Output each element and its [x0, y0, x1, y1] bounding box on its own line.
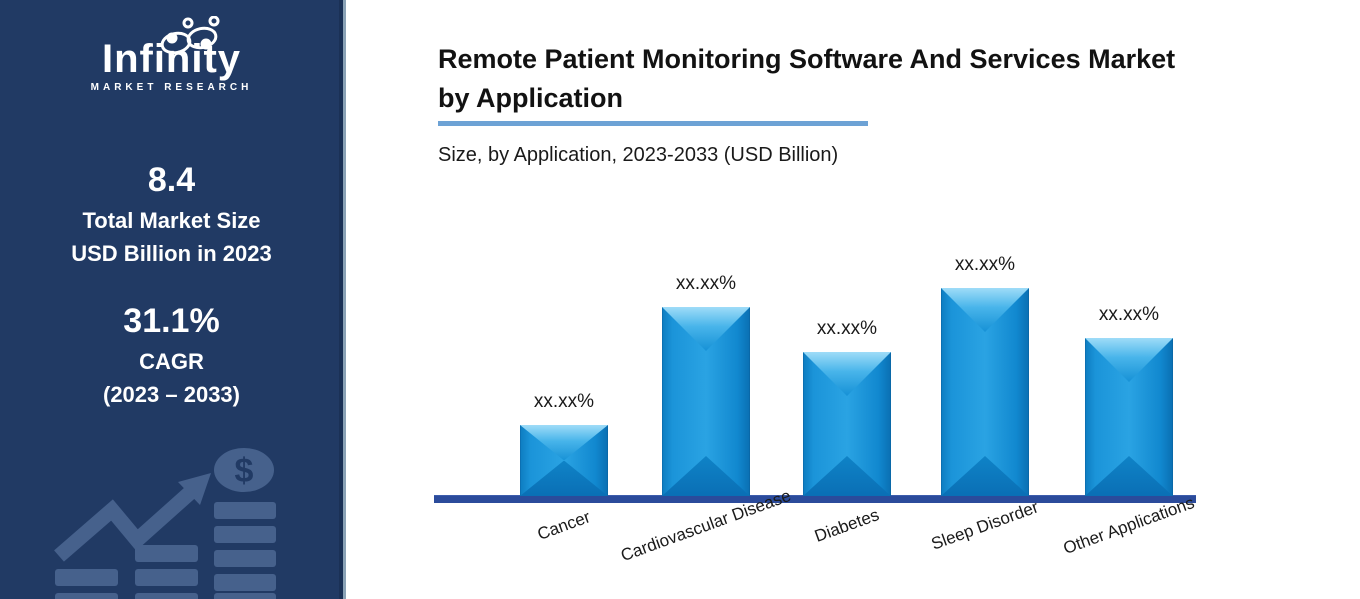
market-size-caption-line2: USD Billion in 2023 — [71, 241, 272, 266]
category-label: Diabetes — [812, 505, 882, 546]
bar-bevel-bottom — [520, 460, 608, 496]
bar-bevel-top — [520, 425, 608, 461]
market-size-caption-line1: Total Market Size — [82, 208, 261, 233]
chart-title-line1: Remote Patient Monitoring Software And S… — [438, 44, 1176, 74]
bar-value-label: xx.xx% — [954, 254, 1016, 275]
category-label: Cancer — [534, 507, 593, 544]
chart-title: Remote Patient Monitoring Software And S… — [438, 40, 1308, 118]
bar-value-label: xx.xx% — [816, 318, 878, 339]
logo-wordmark: Infinity — [101, 37, 242, 81]
bar-bevel-bottom — [941, 456, 1029, 496]
bar-bevel-top — [662, 307, 750, 351]
bar — [520, 425, 608, 496]
bar-value-label: xx.xx% — [533, 391, 595, 412]
cagr-caption: CAGR — [139, 349, 204, 374]
dollar-sign-icon: $ — [235, 452, 254, 490]
bar-value-label: xx.xx% — [675, 273, 737, 294]
plot-area: xx.xx% Cancer xx.xx% Cardiovascular Disease… — [434, 254, 1197, 565]
bar — [1085, 338, 1173, 496]
bar — [803, 352, 891, 496]
infinity-logo-icon — [160, 16, 220, 55]
bar-bevel-bottom — [803, 456, 891, 496]
chart-subtitle: Size, by Application, 2023-2033 (USD Bil… — [438, 144, 839, 166]
x-axis-line — [434, 495, 1196, 503]
bar-bevel-top — [803, 352, 891, 396]
bar-value-label: xx.xx% — [1098, 304, 1160, 325]
sidebar: Infinity MARKET RESEARCH 8.4 Total Marke… — [0, 0, 346, 599]
market-size-stat: 8.4 Total Market Size USD Billion in 202… — [0, 160, 343, 270]
category-label: Sleep Disorder — [928, 497, 1041, 554]
cagr-value: 31.1% — [123, 302, 220, 340]
bar-bevel-top — [1085, 338, 1173, 382]
bar-bevel-bottom — [662, 456, 750, 496]
title-underline-rule — [438, 121, 868, 126]
chart-title-line2: by Application — [438, 83, 624, 113]
growth-chart-dollar-icon: $ — [54, 448, 276, 599]
bar — [662, 307, 750, 496]
cagr-period: (2023 – 2033) — [103, 382, 240, 407]
logo: Infinity MARKET RESEARCH — [0, 10, 343, 93]
logo-tagline: MARKET RESEARCH — [90, 82, 253, 93]
market-size-value: 8.4 — [147, 161, 196, 199]
bar-bevel-bottom — [1085, 456, 1173, 496]
bar-bevel-top — [941, 288, 1029, 332]
cagr-stat: 31.1% CAGR (2023 – 2033) — [0, 301, 343, 411]
bar — [941, 288, 1029, 496]
